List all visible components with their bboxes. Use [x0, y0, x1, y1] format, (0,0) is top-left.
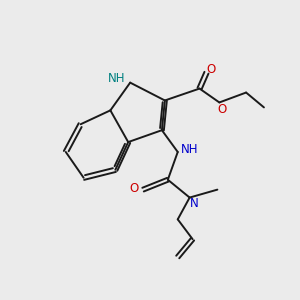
Text: NH: NH: [181, 142, 198, 155]
Text: O: O: [218, 103, 227, 116]
Text: O: O: [207, 63, 216, 76]
Text: N: N: [190, 197, 199, 210]
Text: O: O: [130, 182, 139, 195]
Text: NH: NH: [108, 72, 125, 85]
